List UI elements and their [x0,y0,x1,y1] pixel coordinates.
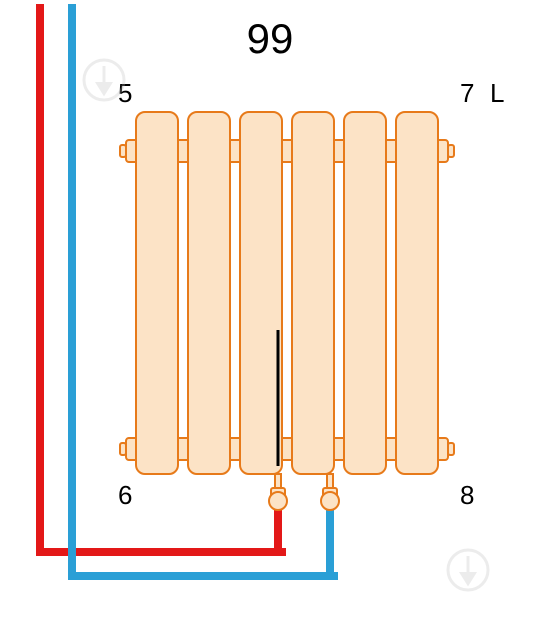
diagram-svg [0,0,540,640]
diagram-stage: 99 5 7 L 6 8 [0,0,540,640]
